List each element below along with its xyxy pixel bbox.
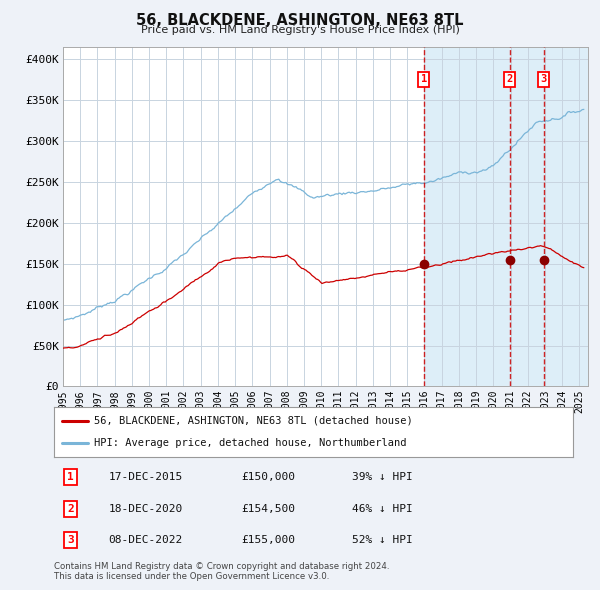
Text: 2: 2 [67, 504, 74, 514]
Text: 3: 3 [67, 535, 74, 545]
Text: £154,500: £154,500 [241, 504, 295, 514]
Text: 17-DEC-2015: 17-DEC-2015 [109, 472, 183, 482]
Text: £155,000: £155,000 [241, 535, 295, 545]
Text: £150,000: £150,000 [241, 472, 295, 482]
Text: HPI: Average price, detached house, Northumberland: HPI: Average price, detached house, Nort… [94, 438, 407, 448]
Text: Price paid vs. HM Land Registry's House Price Index (HPI): Price paid vs. HM Land Registry's House … [140, 25, 460, 35]
Text: 52% ↓ HPI: 52% ↓ HPI [352, 535, 413, 545]
Text: 3: 3 [541, 74, 547, 84]
Text: 18-DEC-2020: 18-DEC-2020 [109, 504, 183, 514]
Text: 2: 2 [506, 74, 513, 84]
Text: 56, BLACKDENE, ASHINGTON, NE63 8TL: 56, BLACKDENE, ASHINGTON, NE63 8TL [136, 13, 464, 28]
Text: 56, BLACKDENE, ASHINGTON, NE63 8TL (detached house): 56, BLACKDENE, ASHINGTON, NE63 8TL (deta… [94, 415, 413, 425]
Text: 46% ↓ HPI: 46% ↓ HPI [352, 504, 413, 514]
Bar [424, 47, 588, 386]
Text: Contains HM Land Registry data © Crown copyright and database right 2024.: Contains HM Land Registry data © Crown c… [54, 562, 389, 571]
Text: 1: 1 [421, 74, 427, 84]
Text: 39% ↓ HPI: 39% ↓ HPI [352, 472, 413, 482]
Text: This data is licensed under the Open Government Licence v3.0.: This data is licensed under the Open Gov… [54, 572, 329, 581]
Text: 08-DEC-2022: 08-DEC-2022 [109, 535, 183, 545]
Text: 1: 1 [67, 472, 74, 482]
